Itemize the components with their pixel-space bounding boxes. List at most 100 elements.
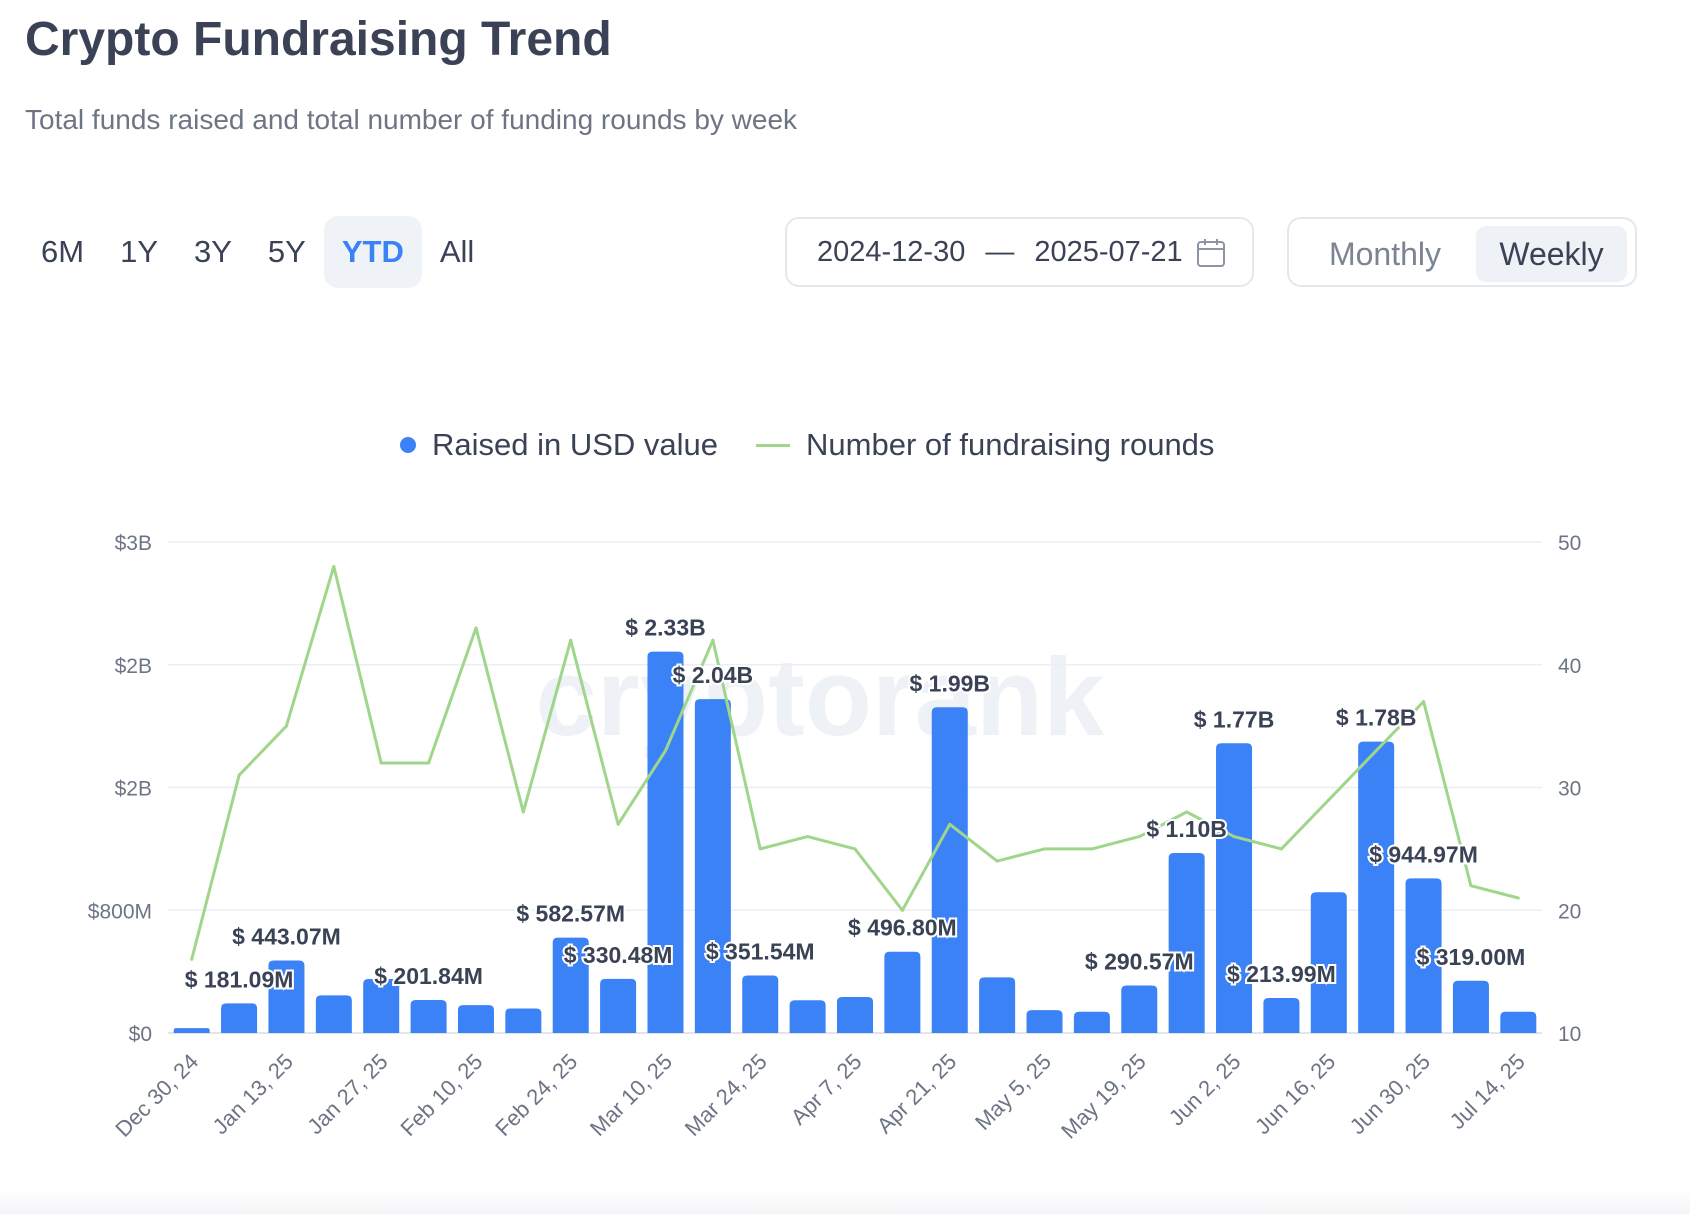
rounds-point [284,724,288,728]
legend-label-rounds: Number of fundraising rounds [806,427,1215,462]
x-tick-label: Mar 24, 25 [680,1049,772,1141]
y-left-tick-label: $3B [115,532,152,555]
bar-data-label: $ 2.04B [673,662,754,688]
range-tab-3y[interactable]: 3Y [194,234,232,269]
bar [884,951,921,1033]
bar [221,1003,258,1033]
bar-data-label: $ 351.54M [706,938,815,964]
bar [363,978,400,1033]
rounds-point [190,957,194,961]
bar [1073,1011,1110,1033]
rounds-point [900,908,904,912]
range-tab-1y[interactable]: 1Y [120,234,158,269]
rounds-point [521,810,525,814]
rounds-point [332,565,336,569]
range-tab-all[interactable]: All [439,234,475,269]
x-tick-label: Feb 10, 25 [395,1049,487,1141]
rounds-point [1327,798,1331,802]
bar [268,960,305,1033]
bar [1026,1010,1063,1033]
period-toggle: Monthly Weekly [1287,217,1637,287]
rounds-point [1137,835,1141,839]
rounds-point [1185,810,1189,814]
bar-data-label: $ 181.09M [185,966,294,992]
bar [1310,892,1347,1033]
bar-data-label: $ 213.99M [1227,961,1336,987]
bar [647,651,684,1033]
bar-data-label: $ 2.33B [625,615,706,641]
date-start: 2024-12-30 [817,235,966,268]
rounds-point [1279,847,1283,851]
legend-line-icon [756,443,791,447]
calendar-icon[interactable] [1195,237,1227,269]
period-weekly-button[interactable]: Weekly [1476,226,1627,282]
bar [457,1005,494,1033]
bar-data-label: $ 443.07M [232,923,341,949]
y-right-tick-label: 10 [1558,1023,1581,1046]
x-tick-label: Jul 14, 25 [1445,1049,1530,1134]
page-title: Crypto Fundraising Trend [25,13,612,66]
y-right-tick-label: 30 [1558,778,1581,801]
y-left-tick-label: $0 [129,1023,152,1046]
rounds-point [758,847,762,851]
bar [315,995,352,1033]
bar-data-label: $ 201.84M [374,963,483,989]
y-left-tick-label: $2B [115,778,152,801]
bar-data-label: $ 1.99B [909,670,990,696]
legend-dot-icon [400,437,416,453]
rounds-point [379,761,383,765]
x-tick-label: May 5, 25 [970,1049,1056,1135]
footer-band [0,1190,1690,1214]
bar-data-label: $ 330.48M [564,942,673,968]
range-tab-5y[interactable]: 5Y [267,234,306,269]
bar [1500,1011,1537,1033]
rounds-point [711,638,715,642]
bar [979,977,1016,1033]
range-tab-ytd[interactable]: YTD [323,216,422,288]
x-tick-label: Jun 2, 25 [1164,1049,1246,1131]
y-right-tick-label: 20 [1558,900,1581,923]
rounds-point [1232,835,1236,839]
bar-data-label: $ 1.77B [1194,706,1275,732]
period-monthly-button[interactable]: Monthly [1328,236,1442,272]
x-tick-label: Dec 30, 24 [110,1049,203,1142]
bar [1405,878,1442,1033]
x-tick-label: Apr 21, 25 [872,1049,961,1138]
rounds-point [663,749,667,753]
bar-data-label: $ 582.57M [516,901,625,927]
date-separator: — [985,235,1015,268]
rounds-point [616,822,620,826]
x-tick-label: Jun 16, 25 [1250,1049,1340,1139]
bar [505,1008,542,1033]
legend-item-raised[interactable]: Raised in USD value [400,427,718,463]
bar [1358,741,1395,1033]
rounds-point [1422,700,1426,704]
bar-data-label: $ 319.00M [1417,944,1526,970]
rounds-point [569,638,573,642]
date-range-picker[interactable]: 2024-12-30 — 2025-07-21 [785,217,1254,287]
y-left-tick-label: $800M [88,900,152,923]
rounds-point [1516,896,1520,900]
x-tick-label: May 19, 25 [1056,1049,1151,1144]
bar [836,996,874,1033]
bar [1452,980,1489,1033]
bar-data-label: $ 1.78B [1336,705,1417,731]
bar-data-label: $ 1.10B [1146,816,1227,842]
bar [931,707,968,1033]
bar-data-label: $ 290.57M [1085,948,1194,974]
legend-item-rounds[interactable]: Number of fundraising rounds [718,427,1214,463]
rounds-point [853,847,857,851]
bar [1263,997,1300,1033]
rounds-point [1090,847,1094,851]
rounds-point [427,761,431,765]
rounds-point [948,822,952,826]
y-right-tick-label: 40 [1558,655,1581,678]
y-right-tick-label: 50 [1558,532,1581,555]
range-tab-6m[interactable]: 6M [41,234,85,269]
watermark-text: cryptorank [536,636,1105,759]
rounds-point [1043,847,1047,851]
bar [552,937,589,1033]
page-subtitle: Total funds raised and total number of f… [25,104,798,135]
rounds-point [806,835,810,839]
